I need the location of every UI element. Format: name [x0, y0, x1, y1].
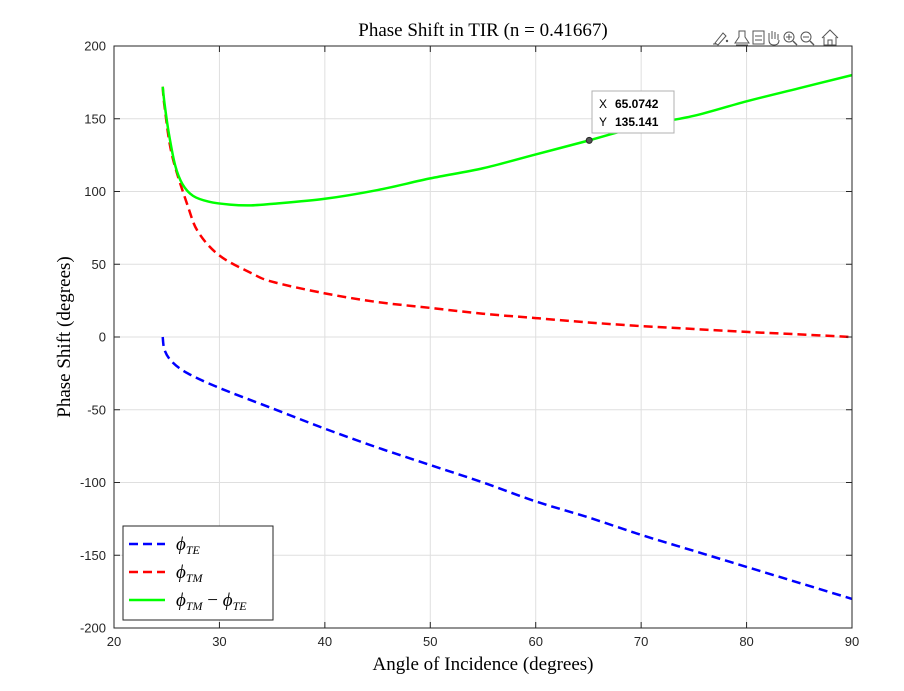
data-tips-icon[interactable]: [752, 30, 765, 45]
legend[interactable]: ϕTE ϕTM ϕTM − ϕTE: [122, 525, 274, 621]
x-tick-label: 30: [212, 634, 226, 649]
pan-hand-icon[interactable]: [768, 31, 780, 46]
series-group: [161, 73, 853, 601]
y-tick-label: 150: [84, 111, 106, 126]
y-tick-label: -150: [80, 548, 106, 563]
data-tip-x-value: 65.0742: [615, 97, 659, 111]
zoom-out-icon[interactable]: [800, 31, 815, 46]
tick-labels: 20 30 40 50 60 70 80 90 -200 -150 -100 -50 0 50 100 150…: [80, 39, 859, 650]
brush-icon[interactable]: [713, 32, 729, 46]
paint-bucket-icon[interactable]: [734, 30, 750, 46]
y-tick-label: -200: [80, 621, 106, 636]
x-tick-label: 40: [318, 634, 332, 649]
data-tip-box: [591, 90, 675, 134]
series-line-diff[interactable]: [161, 73, 853, 207]
x-tick-label: 50: [423, 634, 437, 649]
y-tick-label: -50: [87, 402, 106, 417]
home-icon[interactable]: [821, 29, 839, 46]
zoom-in-icon[interactable]: [783, 31, 798, 46]
data-tip-y-value: 135.141: [615, 115, 659, 129]
series-line-tm[interactable]: [161, 86, 853, 339]
y-tick-label: 0: [99, 330, 106, 345]
y-tick-label: 100: [84, 184, 106, 199]
y-tick-label: 200: [84, 39, 106, 54]
y-tick-label: 50: [92, 257, 106, 272]
chart-title: Phase Shift in TIR (n = 0.41667): [358, 20, 607, 41]
tick-marks: [113, 45, 853, 629]
x-tick-label: 90: [845, 634, 859, 649]
data-tip-y-label: Y: [599, 115, 607, 129]
x-tick-label: 20: [107, 634, 121, 649]
data-tip[interactable]: X 65.0742 Y 135.141: [585, 90, 675, 144]
y-axis-label: Phase Shift (degrees): [54, 256, 75, 417]
x-tick-label: 70: [634, 634, 648, 649]
data-tip-marker[interactable]: [585, 136, 593, 144]
axes-toolbar: [713, 29, 839, 46]
data-tip-x-label: X: [599, 97, 607, 111]
x-tick-label: 80: [739, 634, 753, 649]
x-axis-label: Angle of Incidence (degrees): [372, 654, 593, 675]
y-tick-label: -100: [80, 475, 106, 490]
x-tick-label: 60: [528, 634, 542, 649]
